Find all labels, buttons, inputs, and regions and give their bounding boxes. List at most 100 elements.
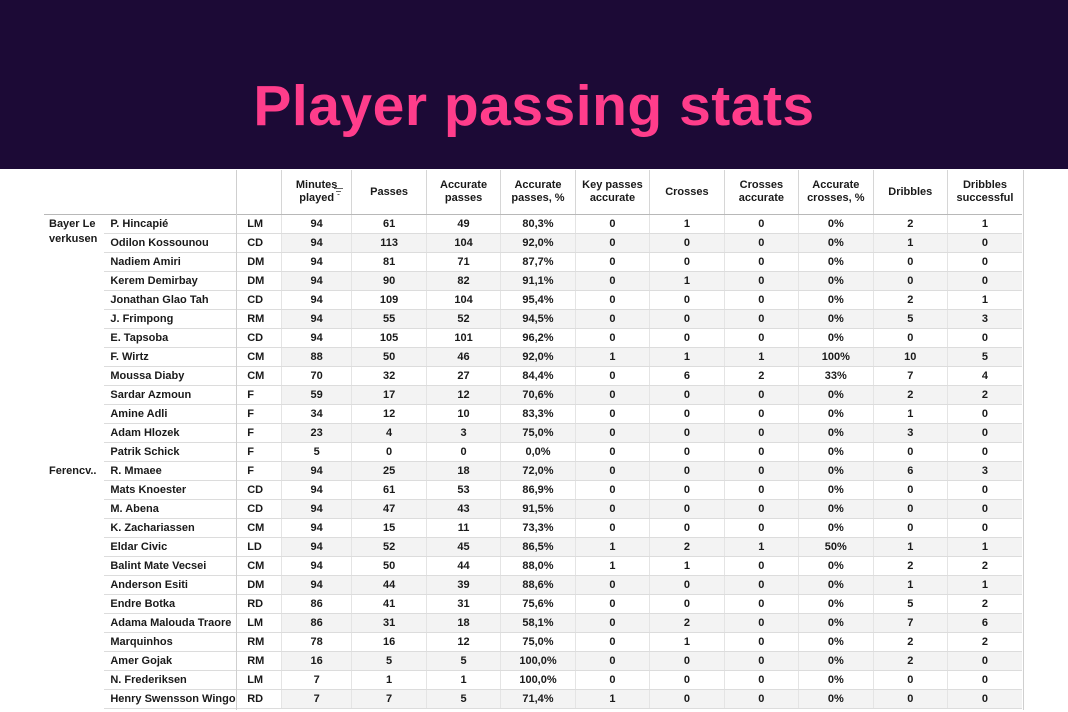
stat-cell-col-10: 0: [946, 252, 1022, 272]
sort-icon[interactable]: [334, 187, 344, 196]
stat-cell-col-2: 109: [351, 290, 427, 310]
stat-cell-col-8: 0%: [798, 670, 874, 690]
stat-cell-col-3: 10: [425, 404, 501, 424]
stat-cell-col-7: 0: [723, 670, 799, 690]
stat-cell-col-3: 12: [425, 632, 501, 652]
table-body: Bayer Le verkusen P. Hincapié LM 94 61 49 80,3%…: [44, 214, 1022, 709]
stat-cell-col-6: 0: [649, 689, 725, 709]
team-name-cell: Bayer Le verkusen: [44, 215, 104, 462]
stat-cell-col-9: 0: [872, 689, 948, 709]
stat-cell-col-9: 1: [872, 233, 948, 253]
table-row: Mats Knoester CD 94 61 53 86,9% 0 0 0 0% 0 0: [44, 480, 1022, 500]
stat-cell-col-5: 0: [574, 366, 650, 386]
column-header-text: Dribbles: [888, 185, 933, 198]
stat-cell-col-4: 83,3%: [500, 404, 576, 424]
stat-cell-col-3: 18: [425, 613, 501, 633]
stat-cell-col-8: 0%: [798, 271, 874, 291]
stat-cell-col-2: 12: [351, 404, 427, 424]
stat-cell-col-9: 2: [872, 651, 948, 671]
stat-cell-col-5: 0: [574, 461, 650, 481]
stat-cell-col-9: 5: [872, 594, 948, 614]
column-header-2: Passes: [351, 170, 427, 215]
stat-cell-col-6: 0: [649, 328, 725, 348]
stat-cell-col-2: 4: [351, 423, 427, 443]
stat-cell-col-5: 0: [574, 290, 650, 310]
column-header-text: Crosses: [739, 179, 784, 191]
stat-cell-col-10: 0: [946, 442, 1022, 462]
stat-cell-col-9: 2: [872, 556, 948, 576]
stat-cell-col-6: 2: [649, 613, 725, 633]
stat-cell-col-10: 1: [946, 290, 1022, 310]
stat-cell-col-1: 5: [280, 442, 352, 462]
player-name-cell: Adam Hlozek: [104, 423, 244, 443]
stat-cell-col-3: 45: [425, 537, 501, 557]
stat-cell-col-5: 0: [574, 651, 650, 671]
position-cell: LM: [243, 214, 282, 234]
position-cell: CM: [243, 518, 282, 538]
stat-cell-col-10: 2: [946, 556, 1022, 576]
stat-cell-col-7: 0: [723, 594, 799, 614]
column-header-4: Accurate passes, %: [500, 170, 576, 215]
stat-cell-col-10: 2: [946, 632, 1022, 652]
stat-cell-col-5: 0: [574, 214, 650, 234]
stat-cell-col-1: 94: [280, 537, 352, 557]
stat-cell-col-1: 70: [280, 366, 352, 386]
table-row: Adam Hlozek F 23 4 3 75,0% 0 0 0 0% 3 0: [44, 423, 1022, 443]
stat-cell-col-3: 101: [425, 328, 501, 348]
stat-cell-col-2: 61: [351, 214, 427, 234]
stat-cell-col-5: 0: [574, 423, 650, 443]
stat-cell-col-8: 0%: [798, 404, 874, 424]
player-name-cell: Moussa Diaby: [104, 366, 244, 386]
stat-cell-col-10: 0: [946, 328, 1022, 348]
stat-cell-col-8: 0%: [798, 214, 874, 234]
column-header-8: Accurate crosses, %: [798, 170, 874, 215]
title-banner: Player passing stats: [0, 0, 1068, 169]
stat-cell-col-3: 71: [425, 252, 501, 272]
stat-cell-col-10: 0: [946, 670, 1022, 690]
stat-cell-col-4: 86,9%: [500, 480, 576, 500]
table-row: Bayer Le verkusen P. Hincapié LM 94 61 49 80,3%…: [44, 214, 1022, 245]
stat-cell-col-8: 0%: [798, 499, 874, 519]
player-name-cell: Anderson Esiti: [104, 575, 244, 595]
stat-cell-col-4: 88,0%: [500, 556, 576, 576]
stat-cell-col-8: 0%: [798, 252, 874, 272]
stat-cell-col-9: 10: [872, 347, 948, 367]
table-row: Marquinhos RM 78 16 12 75,0% 0 1 0 0% 2 2: [44, 632, 1022, 652]
stat-cell-col-6: 1: [649, 556, 725, 576]
position-cell: LD: [243, 537, 282, 557]
player-name-cell: R. Mmaee: [104, 461, 244, 481]
stat-cell-col-1: 94: [280, 309, 352, 329]
team-name-cell: Ferencv..: [44, 462, 104, 709]
player-name-cell: Patrik Schick: [104, 442, 244, 462]
team-name-text: Ferencv..: [49, 464, 97, 477]
stat-cell-col-1: 94: [280, 233, 352, 253]
player-name-cell: Balint Mate Vecsei: [104, 556, 244, 576]
stat-cell-col-3: 5: [425, 651, 501, 671]
table-row: Odilon Kossounou CD 94 113 104 92,0% 0 0 0 0% 1 0: [44, 233, 1022, 253]
stat-cell-col-6: 0: [649, 499, 725, 519]
stat-cell-col-3: 0: [425, 442, 501, 462]
stat-cell-col-2: 1: [351, 670, 427, 690]
stat-cell-col-9: 1: [872, 575, 948, 595]
position-cell: CM: [243, 366, 282, 386]
column-header-text: accurate: [738, 192, 784, 204]
stat-cell-col-7: 0: [723, 461, 799, 481]
stat-cell-col-8: 50%: [798, 537, 874, 557]
column-header-5: Key passes accurate: [574, 170, 650, 215]
position-cell: DM: [243, 575, 282, 595]
stat-cell-col-1: 94: [280, 461, 352, 481]
stat-cell-col-10: 0: [946, 499, 1022, 519]
column-header-text: passes, %: [511, 192, 565, 204]
stat-cell-col-3: 104: [425, 233, 501, 253]
stat-cell-col-2: 5: [351, 651, 427, 671]
stat-cell-col-4: 0,0%: [500, 442, 576, 462]
stat-cell-col-5: 0: [574, 328, 650, 348]
stat-cell-col-8: 0%: [798, 233, 874, 253]
team-name-text: Bayer Le: [49, 218, 96, 230]
stat-cell-col-3: 53: [425, 480, 501, 500]
position-cell: F: [243, 442, 282, 462]
stat-cell-col-6: 0: [649, 233, 725, 253]
column-header-1[interactable]: Minutes played: [280, 170, 352, 215]
stat-cell-col-3: 44: [425, 556, 501, 576]
stat-cell-col-4: 75,0%: [500, 423, 576, 443]
